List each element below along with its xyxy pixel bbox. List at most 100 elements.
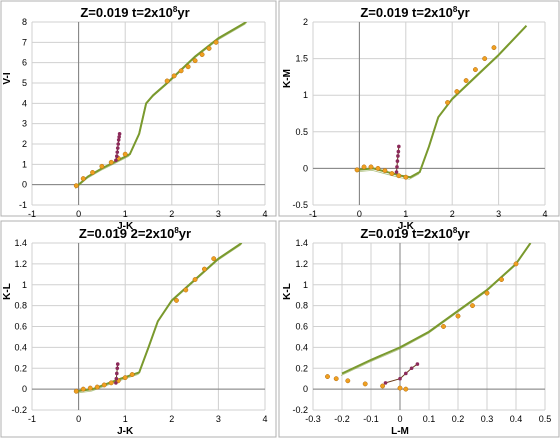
data-point-orange [397,385,403,391]
y-tick-label: -1 [19,200,27,210]
data-point-purple [383,381,388,385]
data-point-orange [403,174,409,180]
data-point-purple [409,366,414,371]
y-axis-label: V-I [2,72,13,84]
panel-frame [278,0,560,217]
data-point-orange [178,68,184,74]
x-tick-label: 3 [216,414,221,424]
x-tick-label: 2 [450,209,455,219]
y-tick-label: 1.4 [14,238,27,248]
data-point-orange [513,261,519,267]
data-point-orange [73,388,79,394]
y-tick-label: 0.6 [295,322,308,332]
data-point-orange [463,78,469,84]
x-tick-label: 0 [357,209,362,219]
x-tick-label: 0 [76,414,81,424]
data-point-orange [73,183,79,189]
y-tick-label: 0.5 [295,127,308,137]
y-tick-label: 1 [303,280,308,290]
data-point-orange [174,297,179,303]
y-tick-label: 1 [303,90,308,100]
data-point-purple [404,371,408,376]
data-point-orange [101,382,107,388]
y-tick-label: 0.6 [14,322,27,332]
chart-title-unit: yr [177,5,189,20]
data-point-purple [397,144,401,149]
y-tick-label: 0.2 [295,363,308,373]
x-tick-label: -1 [28,414,36,424]
y-tick-label: 0.4 [14,342,27,352]
data-point-orange [171,73,177,79]
data-point-purple [395,165,399,169]
data-point-orange [484,290,490,296]
x-tick-label: 4 [262,414,267,424]
x-tick-label: 0 [76,209,81,219]
series-line-green [356,24,528,179]
y-tick-label: 4 [22,98,27,108]
data-point-purple [116,142,121,146]
data-point-purple [396,154,400,158]
data-point-orange [192,58,198,64]
chart-title: Z=0.019 t=2x108yr [360,226,469,241]
data-point-orange [164,78,170,84]
chart-title-exponent: 8 [453,226,458,235]
chart-title: Z=0.019 t=2x108yr [80,5,189,20]
data-point-orange [445,100,451,105]
data-point-orange [396,173,402,179]
data-point-purple [394,170,399,174]
series-line-green-band [340,244,530,376]
x-tick-label: 0.2 [452,414,465,424]
data-point-purple [395,159,400,163]
data-point-purple [115,362,120,366]
data-point-orange [213,39,219,45]
data-point-orange [389,171,395,176]
y-tick-label: 0 [22,180,27,190]
x-axis-label: L-M [391,426,409,437]
chart-title: Z=0.019 t=2x108yr [360,5,469,20]
data-point-purple [115,371,119,376]
data-point-orange [183,287,189,293]
data-point-orange [455,313,461,319]
chart-title-exponent: 8 [173,5,178,14]
data-point-orange [380,383,386,389]
data-point-orange [199,52,205,57]
data-point-purple [114,158,118,163]
y-tick-label: 6 [22,58,27,68]
data-point-orange [454,89,460,94]
data-point-purple [117,132,122,136]
y-tick-label: 2 [22,139,27,149]
series-line-green-band [75,244,241,394]
y-tick-label: 3 [22,119,27,129]
panel-frame [0,0,277,217]
data-point-purple [398,376,402,381]
chart-title-main: Z=0.019 t=2x10 [360,226,453,241]
data-point-orange [382,168,388,174]
chart-title-unit: yr [179,226,191,241]
series-group [73,22,247,190]
y-tick-label: 0 [303,384,308,394]
data-point-purple [415,362,420,366]
data-point-orange [491,45,497,51]
y-tick-label: -0.2 [292,405,308,415]
chart-title-main: Z=0.019 2=2x10 [79,226,174,241]
x-tick-label: 1 [123,209,128,219]
x-axis-label: J-K [398,221,415,232]
y-tick-label: 0 [22,384,27,394]
series-line-green [341,243,532,375]
data-point-purple [114,376,119,381]
data-point-purple [115,146,120,150]
y-tick-label: 1.4 [295,238,308,248]
data-point-orange [482,56,488,62]
data-point-orange [185,64,191,70]
y-tick-label: 1.2 [14,259,27,269]
chart-panel-3: -0.2 0 0.2 0.4 0.6 0.8 1 1.2 1.4 -1 0 1 2 3 4 Z=0.019 2… [0,220,277,438]
data-point-orange [80,386,86,392]
y-tick-label: 7 [22,37,27,47]
y-tick-label: 0.8 [295,301,308,311]
x-tick-label: 0 [397,414,402,424]
y-axis-label: K-L [282,283,293,300]
series-group [325,243,532,392]
data-point-orange [375,165,381,171]
